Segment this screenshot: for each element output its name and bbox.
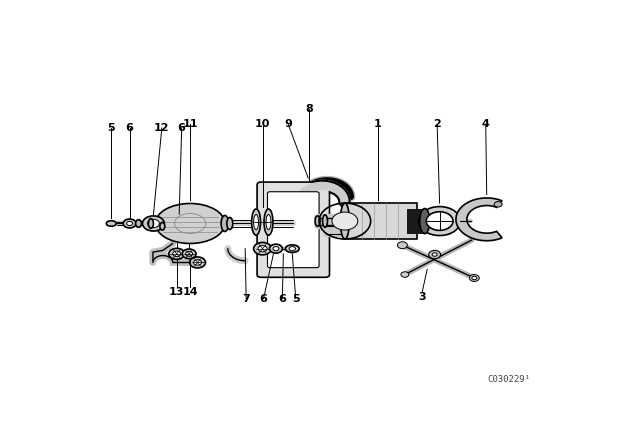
FancyBboxPatch shape xyxy=(268,192,319,267)
Circle shape xyxy=(397,242,408,249)
Ellipse shape xyxy=(340,203,349,239)
Ellipse shape xyxy=(426,212,453,230)
Circle shape xyxy=(253,242,271,255)
Circle shape xyxy=(189,257,205,268)
Ellipse shape xyxy=(156,203,225,244)
Circle shape xyxy=(273,246,279,251)
Ellipse shape xyxy=(136,220,141,227)
Ellipse shape xyxy=(106,221,116,226)
Text: 3: 3 xyxy=(419,292,426,302)
Text: 13: 13 xyxy=(169,287,184,297)
Ellipse shape xyxy=(323,215,328,227)
Circle shape xyxy=(147,220,159,228)
Circle shape xyxy=(182,249,196,258)
Ellipse shape xyxy=(266,215,271,230)
Text: 2: 2 xyxy=(433,120,441,129)
Text: 5: 5 xyxy=(292,294,300,304)
Ellipse shape xyxy=(227,217,233,229)
Ellipse shape xyxy=(419,207,460,236)
Text: C030229¹: C030229¹ xyxy=(488,375,531,384)
Circle shape xyxy=(143,216,164,231)
Circle shape xyxy=(127,221,132,225)
Circle shape xyxy=(123,219,136,228)
Text: 6: 6 xyxy=(178,123,186,133)
Ellipse shape xyxy=(420,208,429,233)
Text: 7: 7 xyxy=(243,294,250,304)
Text: 14: 14 xyxy=(182,287,198,297)
Ellipse shape xyxy=(152,217,159,229)
Circle shape xyxy=(401,272,409,277)
Circle shape xyxy=(186,251,193,256)
Text: 6: 6 xyxy=(260,294,268,304)
Text: 10: 10 xyxy=(255,120,270,129)
Ellipse shape xyxy=(264,209,273,235)
Ellipse shape xyxy=(148,219,154,228)
FancyBboxPatch shape xyxy=(257,182,330,277)
Circle shape xyxy=(173,251,180,257)
Circle shape xyxy=(429,250,440,258)
Ellipse shape xyxy=(160,223,165,230)
Ellipse shape xyxy=(494,202,502,207)
Text: 4: 4 xyxy=(482,120,490,129)
Circle shape xyxy=(169,248,185,259)
Text: 9: 9 xyxy=(284,120,292,129)
Text: 6: 6 xyxy=(278,294,286,304)
Text: 1: 1 xyxy=(374,120,381,129)
Ellipse shape xyxy=(341,203,349,239)
Text: 5: 5 xyxy=(108,123,115,133)
Circle shape xyxy=(332,212,358,230)
Circle shape xyxy=(193,260,202,265)
Circle shape xyxy=(469,275,479,281)
Ellipse shape xyxy=(221,215,228,232)
Ellipse shape xyxy=(285,245,300,253)
Polygon shape xyxy=(456,198,502,241)
Bar xyxy=(407,208,425,233)
Ellipse shape xyxy=(253,215,259,230)
Ellipse shape xyxy=(252,209,260,235)
Bar xyxy=(345,203,417,239)
Text: 12: 12 xyxy=(154,123,170,133)
Circle shape xyxy=(432,253,437,256)
Circle shape xyxy=(269,244,282,253)
Text: 11: 11 xyxy=(182,120,198,129)
Circle shape xyxy=(258,246,267,252)
Ellipse shape xyxy=(289,246,296,251)
Text: 8: 8 xyxy=(305,104,313,114)
Ellipse shape xyxy=(315,216,320,226)
Circle shape xyxy=(472,276,477,280)
Text: 6: 6 xyxy=(125,123,134,133)
